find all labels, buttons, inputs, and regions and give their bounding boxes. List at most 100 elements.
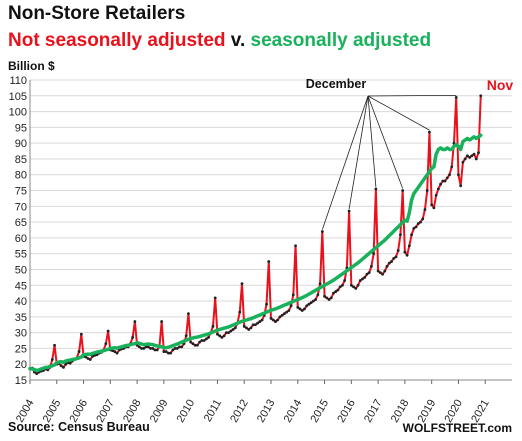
nsa-point xyxy=(62,365,65,369)
nsa-point xyxy=(457,173,460,177)
nsa-point xyxy=(303,307,306,311)
nsa-point xyxy=(267,260,271,263)
nsa-point xyxy=(448,173,451,177)
nsa-point xyxy=(367,271,371,275)
nsa-point xyxy=(358,279,362,282)
nsa-point xyxy=(251,323,255,327)
nsa-point xyxy=(356,283,360,287)
x-tick-label: 2014 xyxy=(282,398,305,425)
nsa-point xyxy=(401,189,405,192)
nsa-point xyxy=(77,350,81,353)
annotation-leader xyxy=(367,95,430,131)
x-tick-label: 2016 xyxy=(335,398,358,425)
nsa-point xyxy=(347,209,351,213)
nsa-point xyxy=(276,318,280,322)
y-axis-ticks: 15 20 25 30 35 40 45 50 55 60 65 70 75 80 85 90 95 100 105… xyxy=(9,75,27,387)
chart-title: Non-Store Retailers xyxy=(8,3,186,24)
nsa-point xyxy=(191,342,195,346)
nsa-point xyxy=(200,339,204,342)
nsa-point xyxy=(149,347,152,350)
nsa-point xyxy=(352,285,355,289)
nsa-point xyxy=(320,230,324,233)
nsa-point xyxy=(421,217,425,221)
nsa-point xyxy=(327,298,331,301)
nsa-point xyxy=(307,302,311,306)
nsa-point xyxy=(213,296,217,300)
nsa-point xyxy=(115,351,119,355)
nsa-point xyxy=(419,220,422,224)
nsa-point xyxy=(403,250,407,254)
nsa-point xyxy=(46,368,50,372)
nsa-point xyxy=(247,328,251,331)
nsa-point xyxy=(294,244,297,248)
series-nsa-line xyxy=(29,95,482,375)
nsa-point xyxy=(265,302,268,306)
source-note: Source: Census Bureau xyxy=(8,420,150,434)
nsa-point xyxy=(289,304,293,308)
nsa-point xyxy=(53,343,56,347)
nsa-point xyxy=(224,331,228,335)
nsa-point xyxy=(338,285,342,289)
nsa-point xyxy=(113,350,117,353)
y-tick-label: 50 xyxy=(15,264,27,276)
nsa-point xyxy=(35,372,39,376)
x-tick-label: 2009 xyxy=(148,398,171,425)
nsa-point xyxy=(68,361,72,365)
nsa-point xyxy=(238,310,242,314)
y-tick-label: 20 xyxy=(15,359,27,371)
nsa-point xyxy=(329,296,333,300)
nsa-point xyxy=(133,320,137,323)
nsa-point xyxy=(202,339,206,342)
nsa-point xyxy=(253,323,257,327)
nsa-point xyxy=(137,345,141,349)
annotation-leader xyxy=(348,95,369,210)
nsa-point xyxy=(376,269,380,273)
nsa-point xyxy=(291,293,295,297)
nsa-point xyxy=(341,283,344,287)
nsa-point xyxy=(374,187,378,191)
subtitle-sa: seasonally adjusted xyxy=(250,30,432,51)
nsa-point xyxy=(445,176,449,180)
x-tick-label: 2011 xyxy=(202,398,224,424)
nsa-point xyxy=(385,264,389,268)
nsa-point xyxy=(405,253,409,257)
nsa-point xyxy=(249,326,253,330)
nsa-point xyxy=(88,358,92,361)
nsa-point xyxy=(204,337,208,341)
nsa-point xyxy=(298,307,302,311)
nsa-point xyxy=(162,350,166,353)
nsa-point xyxy=(334,290,338,293)
nsa-point xyxy=(269,317,273,320)
y-tick-label: 100 xyxy=(9,107,27,119)
nsa-point xyxy=(311,299,315,303)
nsa-point xyxy=(50,358,54,361)
nsa-point xyxy=(151,347,155,350)
y-tick-label: 25 xyxy=(15,343,27,355)
y-tick-label: 90 xyxy=(15,138,27,150)
annotation-leader xyxy=(321,95,369,230)
nsa-point xyxy=(390,260,393,263)
y-axis-label: Billion $ xyxy=(8,59,55,73)
nsa-point xyxy=(450,165,454,169)
nsa-point xyxy=(470,154,474,158)
nsa-point xyxy=(378,271,382,275)
nsa-point xyxy=(178,345,181,349)
nsa-point xyxy=(227,331,231,335)
annotation-nov: Nov xyxy=(487,77,514,93)
y-tick-label: 95 xyxy=(15,122,27,134)
nsa-point xyxy=(211,324,215,328)
y-tick-label: 40 xyxy=(15,296,27,308)
nsa-point xyxy=(383,269,387,273)
nsa-point xyxy=(443,179,447,183)
nsa-point xyxy=(309,301,313,305)
nsa-point xyxy=(472,152,476,156)
nsa-point xyxy=(305,304,309,308)
nsa-point xyxy=(387,261,391,265)
nsa-point xyxy=(370,264,373,268)
nsa-point xyxy=(169,351,172,355)
nsa-point xyxy=(155,348,159,352)
nsa-point xyxy=(140,347,143,350)
annotation-leader xyxy=(367,95,404,189)
nsa-point xyxy=(407,244,411,248)
